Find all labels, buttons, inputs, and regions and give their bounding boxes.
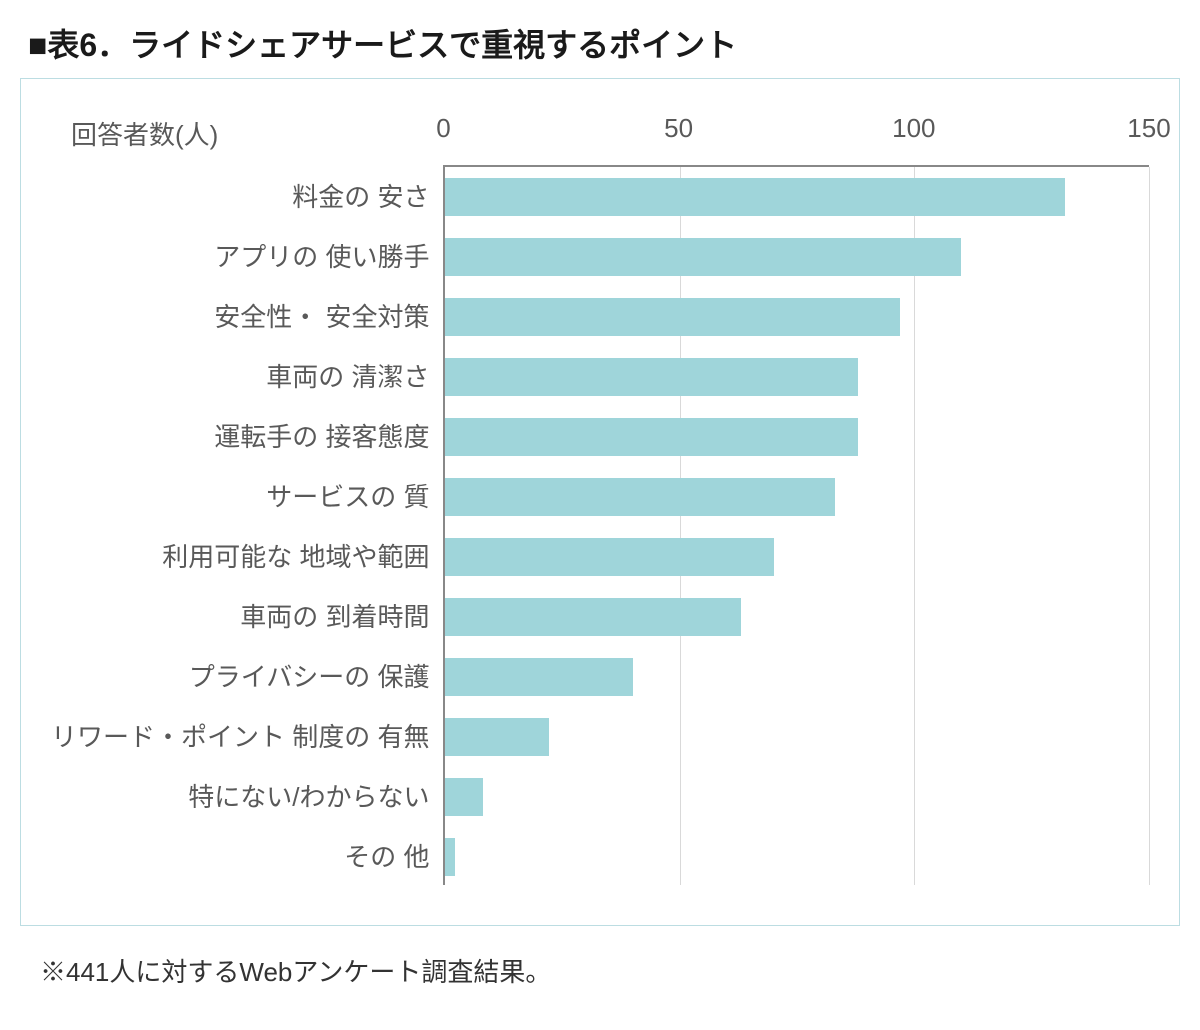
bar <box>445 298 900 336</box>
category-label: サービスの 質 <box>51 465 443 525</box>
category-label: 車両の 清潔さ <box>51 345 443 405</box>
category-label: アプリの 使い勝手 <box>51 225 443 285</box>
bar-row <box>445 527 1149 587</box>
x-tick-label: 150 <box>1127 113 1170 144</box>
category-label: 安全性・ 安全対策 <box>51 285 443 345</box>
bar <box>445 658 633 696</box>
grid-line <box>1149 167 1150 885</box>
bar <box>445 178 1064 216</box>
category-label-column: 回答者数(人) 料金の 安さアプリの 使い勝手安全性・ 安全対策車両の 清潔さ運… <box>51 109 443 885</box>
bar-row <box>445 287 1149 347</box>
category-label: その 他 <box>51 825 443 885</box>
bar <box>445 778 483 816</box>
bar <box>445 238 961 276</box>
category-label: 運転手の 接客態度 <box>51 405 443 465</box>
x-tick-label: 0 <box>436 113 450 144</box>
bar-row <box>445 647 1149 707</box>
category-label: 特にない/わからない <box>51 765 443 825</box>
bar-row <box>445 347 1149 407</box>
bar <box>445 538 773 576</box>
bar-row <box>445 767 1149 827</box>
category-label: 利用可能な 地域や範囲 <box>51 525 443 585</box>
x-tick-label: 100 <box>892 113 935 144</box>
category-label: リワード・ポイント 制度の 有無 <box>51 705 443 765</box>
bar <box>445 598 740 636</box>
bars-container <box>445 167 1149 885</box>
bar-row <box>445 467 1149 527</box>
bar-row <box>445 407 1149 467</box>
x-axis-ticks: 050100150 <box>443 109 1149 165</box>
bar <box>445 478 834 516</box>
x-tick-label: 50 <box>664 113 693 144</box>
footnote: ※441人に対するWebアンケート調査結果。 <box>20 952 1180 989</box>
plot-area <box>443 165 1149 885</box>
bar <box>445 718 548 756</box>
chart-card: 回答者数(人) 料金の 安さアプリの 使い勝手安全性・ 安全対策車両の 清潔さ運… <box>20 78 1180 926</box>
category-label: 車両の 到着時間 <box>51 585 443 645</box>
bar-row <box>445 827 1149 887</box>
bar-row <box>445 227 1149 287</box>
category-label: プライバシーの 保護 <box>51 645 443 705</box>
plot-column: 050100150 <box>443 109 1149 885</box>
bar <box>445 418 858 456</box>
bar-row <box>445 167 1149 227</box>
bar-row <box>445 587 1149 647</box>
category-label: 料金の 安さ <box>51 165 443 225</box>
y-axis-label: 回答者数(人) <box>51 109 443 152</box>
bar-row <box>445 707 1149 767</box>
bar <box>445 358 858 396</box>
chart-title: ■表6．ライドシェアサービスで重視するポイント <box>20 20 1180 66</box>
bar <box>445 838 454 876</box>
chart-area: 回答者数(人) 料金の 安さアプリの 使い勝手安全性・ 安全対策車両の 清潔さ運… <box>51 109 1149 885</box>
